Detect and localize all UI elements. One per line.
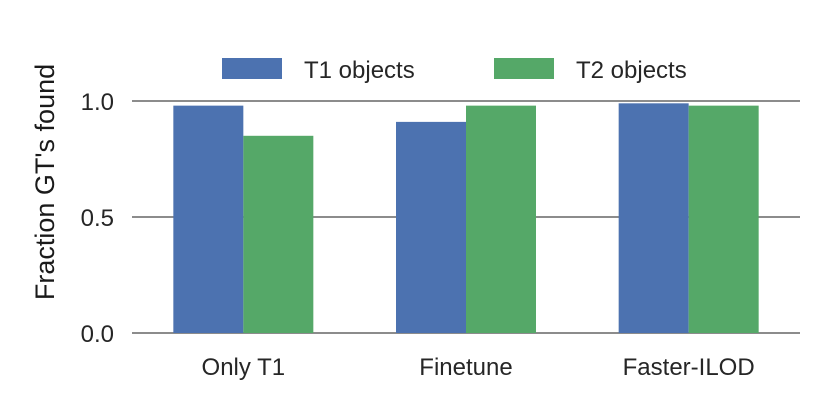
- bar-finetune-series-1: [466, 105, 536, 333]
- legend-swatch-1: [494, 58, 554, 79]
- legend-label-0: T1 objects: [304, 57, 415, 84]
- x-tick-label-0: Only T1: [202, 354, 286, 381]
- y-tick-label-2: 1.0: [81, 89, 114, 116]
- legend-swatch-0: [222, 58, 282, 79]
- x-tick-label-1: Finetune: [419, 354, 512, 381]
- bars: [173, 103, 759, 333]
- bar-only-t1-series-1: [243, 135, 314, 333]
- x-tick-labels: Only T1 Finetune Faster-ILOD: [202, 354, 755, 381]
- bar-faster-ilod-series-0: [618, 103, 689, 333]
- bar-faster-ilod-series-1: [688, 105, 759, 333]
- legend-label-1: T2 objects: [576, 57, 687, 84]
- x-tick-label-2: Faster-ILOD: [623, 354, 755, 381]
- y-tick-labels: 0.0 0.5 1.0: [81, 89, 114, 348]
- y-axis-label: Fraction GT's found: [30, 64, 60, 300]
- y-tick-label-0: 0.0: [81, 321, 114, 348]
- bar-finetune-series-0: [396, 121, 466, 333]
- y-tick-label-1: 0.5: [81, 205, 114, 232]
- legend: T1 objects T2 objects: [222, 57, 687, 84]
- bar-only-t1-series-0: [173, 105, 244, 333]
